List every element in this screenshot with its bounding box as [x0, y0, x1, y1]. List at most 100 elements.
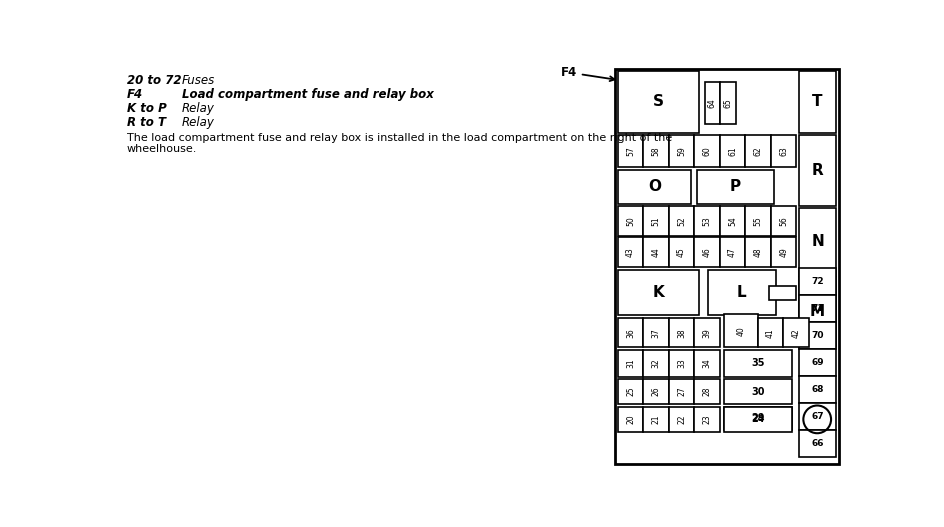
Text: 36: 36: [626, 328, 635, 338]
Bar: [799, 322, 836, 349]
Text: 58: 58: [651, 146, 661, 156]
Text: 30: 30: [751, 387, 765, 397]
Bar: [724, 314, 758, 347]
Bar: [668, 207, 695, 236]
Bar: [799, 208, 836, 276]
Bar: [668, 318, 695, 347]
Bar: [799, 403, 836, 430]
Text: 25: 25: [626, 387, 635, 396]
Bar: [771, 207, 797, 236]
Bar: [617, 170, 691, 204]
Bar: [695, 407, 720, 432]
Text: R: R: [812, 163, 823, 178]
Text: 62: 62: [753, 146, 763, 156]
Bar: [724, 379, 792, 404]
Bar: [668, 350, 695, 377]
Text: 34: 34: [702, 358, 712, 368]
Bar: [695, 135, 720, 167]
Bar: [615, 69, 839, 464]
Bar: [617, 407, 643, 432]
Text: 39: 39: [702, 328, 712, 338]
Text: 40: 40: [736, 326, 746, 336]
Bar: [643, 135, 668, 167]
Text: S: S: [652, 94, 664, 109]
Bar: [724, 350, 792, 377]
Bar: [643, 350, 668, 377]
Text: 69: 69: [811, 358, 824, 367]
Text: 38: 38: [677, 328, 686, 338]
Bar: [708, 270, 776, 315]
Text: 49: 49: [779, 247, 788, 257]
Text: 26: 26: [651, 387, 661, 396]
Text: 47: 47: [728, 247, 737, 257]
Bar: [617, 237, 643, 267]
Text: 63: 63: [779, 146, 788, 156]
Bar: [720, 207, 746, 236]
Text: 32: 32: [651, 358, 661, 368]
Bar: [720, 135, 746, 167]
Bar: [695, 350, 720, 377]
Text: 56: 56: [779, 216, 788, 226]
Text: 53: 53: [702, 216, 712, 226]
Bar: [720, 82, 735, 124]
Bar: [617, 379, 643, 404]
Bar: [695, 318, 720, 347]
Text: 61: 61: [728, 146, 737, 156]
Bar: [617, 71, 699, 132]
Text: 44: 44: [651, 247, 661, 257]
Text: 67: 67: [811, 412, 824, 421]
Bar: [643, 318, 668, 347]
Bar: [695, 237, 720, 267]
Text: F4: F4: [561, 66, 615, 81]
Bar: [643, 407, 668, 432]
Text: 35: 35: [751, 358, 765, 368]
Text: 42: 42: [791, 328, 801, 338]
Text: K to P: K to P: [126, 102, 166, 115]
Bar: [771, 135, 797, 167]
Text: T: T: [813, 94, 823, 109]
Text: O: O: [648, 179, 661, 194]
Bar: [705, 82, 720, 124]
Bar: [799, 295, 836, 322]
Bar: [799, 430, 836, 457]
Bar: [799, 349, 836, 376]
Text: 51: 51: [651, 216, 661, 226]
Text: 20 to 72: 20 to 72: [126, 74, 181, 87]
Text: 48: 48: [753, 247, 763, 257]
Bar: [758, 318, 784, 347]
Bar: [668, 379, 695, 404]
Text: F4: F4: [126, 88, 143, 101]
Text: 57: 57: [626, 146, 635, 156]
Text: 59: 59: [677, 146, 686, 156]
Bar: [771, 237, 797, 267]
Text: Fuses: Fuses: [182, 74, 215, 87]
Text: Load compartment fuse and relay box: Load compartment fuse and relay box: [182, 88, 434, 101]
Text: 68: 68: [811, 385, 824, 394]
Text: 52: 52: [677, 216, 686, 226]
Text: 72: 72: [811, 277, 824, 286]
Bar: [799, 376, 836, 403]
Text: P: P: [730, 179, 741, 194]
Bar: [668, 135, 695, 167]
Text: 70: 70: [811, 331, 824, 340]
Text: 21: 21: [651, 415, 661, 424]
Text: L: L: [737, 285, 747, 300]
Text: 66: 66: [811, 439, 824, 448]
Text: Relay: Relay: [182, 102, 215, 115]
Text: 60: 60: [702, 146, 712, 156]
Bar: [617, 135, 643, 167]
Bar: [617, 350, 643, 377]
Bar: [617, 207, 643, 236]
Bar: [668, 237, 695, 267]
Text: 28: 28: [702, 387, 712, 396]
Bar: [643, 207, 668, 236]
Text: 43: 43: [626, 247, 635, 257]
Bar: [617, 318, 643, 347]
Bar: [799, 71, 836, 132]
Text: 33: 33: [677, 358, 686, 368]
Text: 20: 20: [626, 415, 635, 424]
Bar: [724, 407, 792, 430]
Text: 71: 71: [811, 304, 824, 313]
Bar: [746, 237, 771, 267]
Bar: [720, 237, 746, 267]
